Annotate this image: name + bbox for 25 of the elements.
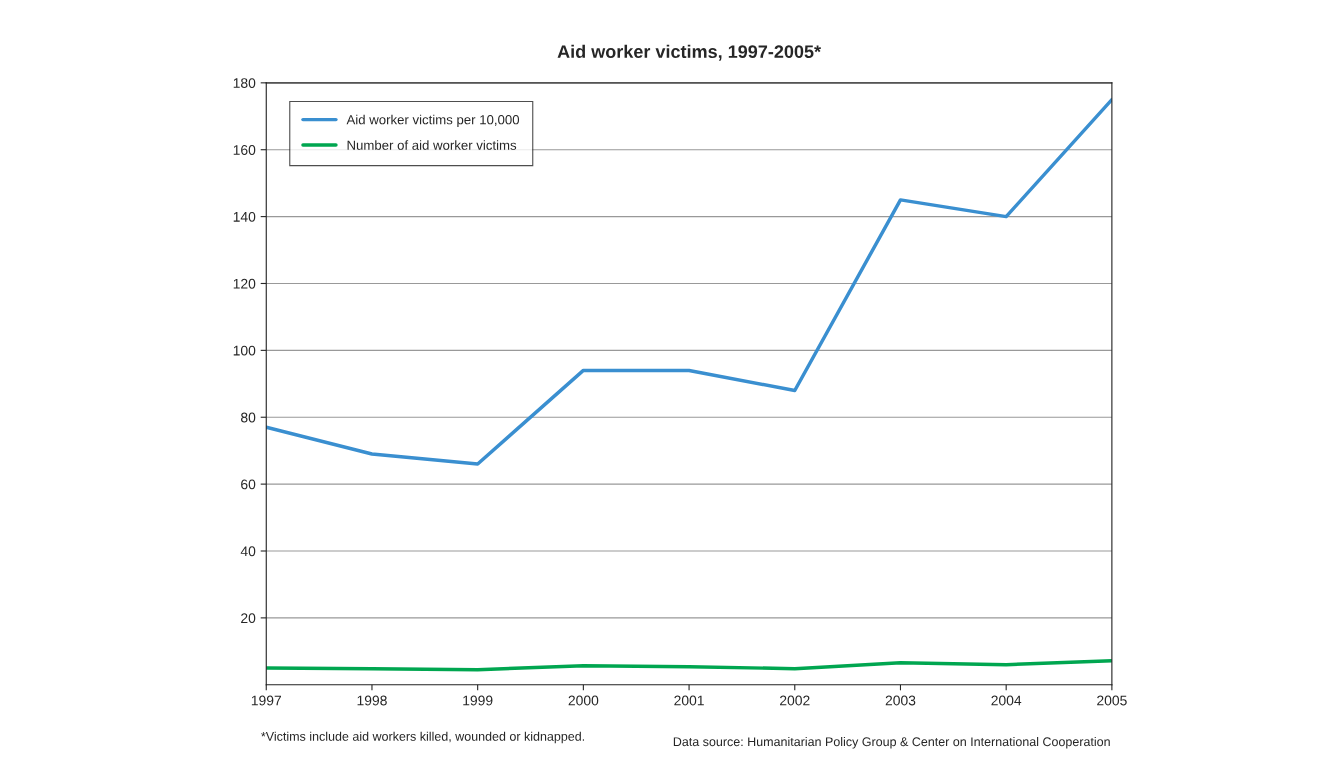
x-tick-label: 2003	[885, 695, 916, 706]
x-tick-label: 2005	[1097, 695, 1127, 706]
legend-label: Number of aid worker victims	[347, 140, 517, 150]
line-series	[266, 97, 1112, 466]
y-tick-label: 40	[240, 546, 256, 557]
chart-title: Aid worker victims, 1997-2005*	[557, 44, 822, 61]
y-tick-label: 160	[233, 145, 256, 155]
text: *Victims include aid workers killed, wounded or kidnapped.	[261, 731, 585, 744]
x-tick-label: 1997	[251, 695, 282, 706]
y-tick-label: 180	[233, 78, 256, 89]
y-tick-label: 140	[233, 211, 256, 222]
x-tick-label: 2002	[780, 695, 810, 706]
x-tick-label: 1998	[357, 695, 387, 706]
y-tick-label: 20	[241, 613, 256, 624]
source-note: Data source: Humanitarian Policy Group & Center on International Cooperation	[673, 736, 1110, 749]
x-tick-label: 2000	[568, 695, 599, 706]
legend-label: Aid worker victims per 10,000	[346, 114, 520, 127]
y-tick-label: 80	[241, 412, 256, 423]
y-tick-label: 100	[233, 345, 256, 356]
x-tick-label: 1999	[463, 695, 493, 706]
x-tick-label: 2004	[991, 695, 1022, 706]
line-series	[266, 658, 1112, 672]
y-tick-label: 120	[233, 278, 256, 289]
y-tick-label: 60	[241, 479, 256, 490]
x-tick-label: 2001	[674, 695, 704, 706]
